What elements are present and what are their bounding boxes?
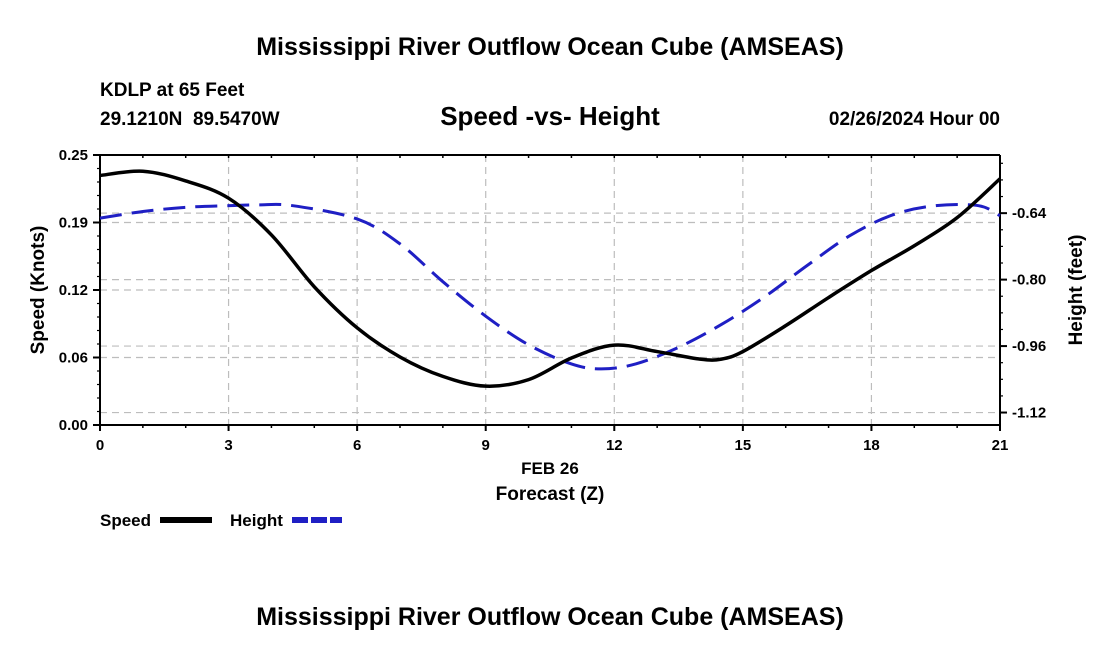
axis-ticks: [93, 154, 1007, 431]
left-tick-label: 0.25: [59, 147, 88, 164]
legend: Speed Height: [100, 511, 342, 530]
station-label: KDLP at 65 Feet: [100, 80, 245, 101]
forecast-date-label: 02/26/2024 Hour 00: [829, 109, 1000, 130]
x-tick-label: 6: [353, 437, 361, 454]
right-tick-label: -0.80: [1012, 272, 1046, 289]
y-axis-label-left: Speed (Knots): [28, 226, 49, 355]
right-tick-label: -0.64: [1012, 205, 1047, 222]
grid-lines: [100, 155, 1000, 425]
x-tick-label: 21: [992, 437, 1009, 454]
left-tick-label: 0.19: [59, 215, 88, 232]
chart-title-repeat: Mississippi River Outflow Ocean Cube (AM…: [256, 603, 844, 631]
x-tick-label: 9: [482, 437, 490, 454]
legend-label-height: Height: [230, 511, 283, 530]
x-tick-label: 12: [606, 437, 623, 454]
chart-subtitle: Speed -vs- Height: [440, 101, 660, 131]
x-axis-label: Forecast (Z): [496, 484, 605, 505]
x-tick-label: 15: [735, 437, 752, 454]
right-tick-label: -1.12: [1012, 405, 1046, 422]
x-tick-label: 18: [863, 437, 880, 454]
series-line-height: [99, 202, 1001, 371]
left-tick-label: 0.12: [59, 282, 88, 299]
right-tick-label: -0.96: [1012, 338, 1046, 355]
left-tick-label: 0.00: [59, 417, 88, 434]
right-tick-labels: -0.64 -0.80 -0.96 -1.12: [1012, 205, 1047, 421]
plot-frame: [99, 154, 1001, 426]
series-line-speed: [99, 169, 1002, 388]
y-axis-label-right: Height (feet): [1066, 235, 1087, 346]
legend-label-speed: Speed: [100, 511, 151, 530]
x-axis-date: FEB 26: [521, 459, 579, 478]
station-coordinates: 29.1210N 89.5470W: [100, 109, 280, 130]
left-tick-labels: 0.00 0.06 0.12 0.19 0.25: [59, 147, 88, 434]
left-tick-label: 0.06: [59, 350, 88, 367]
x-tick-labels: 0 3 6 9 12 15 18 21: [96, 437, 1009, 454]
x-tick-label: 3: [224, 437, 232, 454]
x-tick-label: 0: [96, 437, 104, 454]
chart-title: Mississippi River Outflow Ocean Cube (AM…: [256, 33, 844, 61]
